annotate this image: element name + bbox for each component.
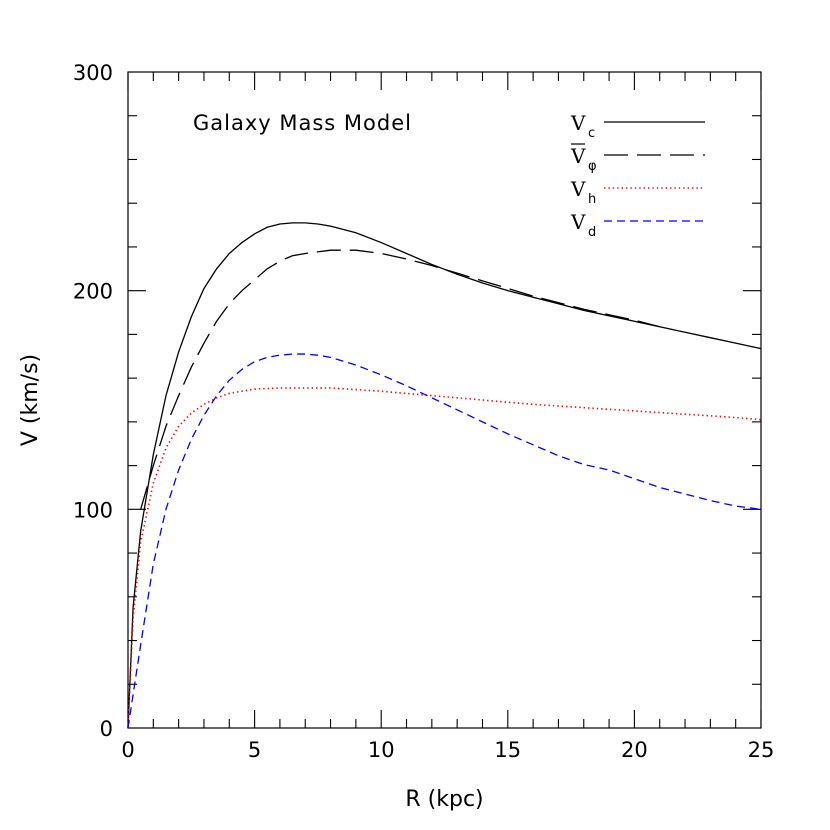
chart-title: Galaxy Mass Model <box>193 111 412 135</box>
x-tick-label: 15 <box>494 738 521 762</box>
y-tick-label: 0 <box>100 717 113 741</box>
legend-subscript: d <box>588 225 596 240</box>
legend-label: V <box>570 210 586 234</box>
series-line-vc <box>127 222 762 729</box>
legend-subscript: h <box>588 192 596 207</box>
plot-frame <box>127 71 762 729</box>
legend-subscript: φ <box>588 159 597 174</box>
series-line-vd <box>127 353 762 729</box>
tick-labels: 0 5 10 15 20 25 0 100 200 300 <box>73 61 774 762</box>
x-tick-label: 0 <box>121 738 134 762</box>
y-tick-label: 200 <box>73 280 113 304</box>
legend-label: V <box>570 177 586 201</box>
x-tick-label: 10 <box>368 738 395 762</box>
axis-ticks <box>127 71 762 729</box>
y-tick-label: 100 <box>73 498 113 522</box>
y-tick-label: 300 <box>73 61 113 85</box>
series-line-vphi <box>140 249 660 510</box>
legend-label: V <box>570 111 586 135</box>
legend-label: V <box>570 144 586 168</box>
x-tick-label: 20 <box>621 738 648 762</box>
legend-subscript: c <box>588 126 595 141</box>
y-axis-title: V (km/s) <box>18 354 43 446</box>
data-curves <box>127 222 762 729</box>
x-axis-title: R (kpc) <box>405 787 483 812</box>
x-tick-label: 5 <box>248 738 261 762</box>
x-tick-label: 25 <box>748 738 775 762</box>
